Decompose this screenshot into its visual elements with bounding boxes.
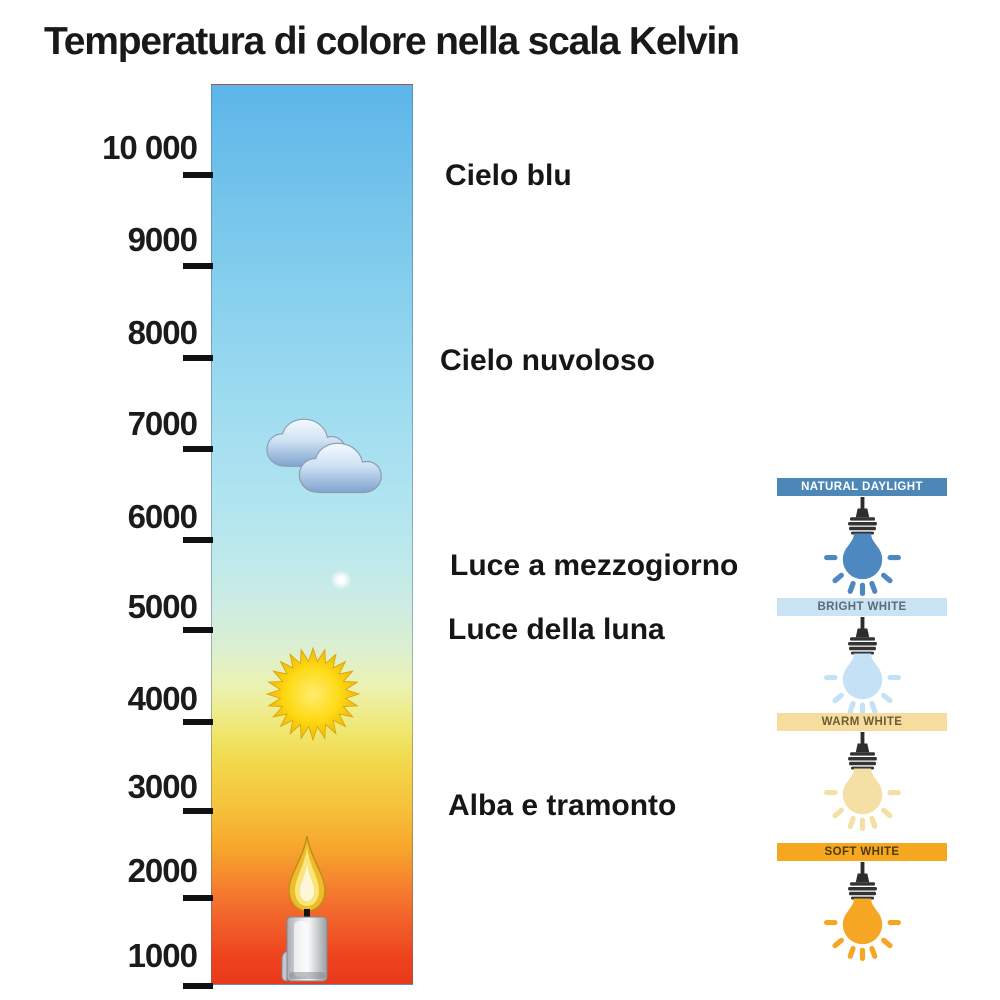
light-bulb-icon <box>823 732 901 832</box>
band-label: WARM WHITE <box>777 713 947 731</box>
scale-tick-mark <box>183 355 213 361</box>
scale-tick-label: 6000 <box>127 498 198 535</box>
bar-annotation: Luce della luna <box>448 613 665 646</box>
scale-tick-mark <box>183 172 213 178</box>
scale-tick-mark <box>183 537 213 543</box>
bar-annotation: Cielo blu <box>445 159 572 192</box>
scale-tick-label: 5000 <box>127 588 198 625</box>
bar-annotation: Alba e tramonto <box>448 789 677 822</box>
scale-tick-label: 1000 <box>127 937 198 974</box>
scale-tick-label: 3000 <box>127 768 198 805</box>
scale-tick-mark <box>183 263 213 269</box>
scale-tick-mark <box>183 983 213 989</box>
page-title: Temperatura di colore nella scala Kelvin <box>44 20 740 63</box>
candle-icon <box>281 835 328 982</box>
bulb-section-soft-white: SOFT WHITE <box>777 843 947 962</box>
scale-tick-mark <box>183 627 213 633</box>
band-label: NATURAL DAYLIGHT <box>777 478 947 496</box>
bar-annotation: Cielo nuvoloso <box>440 344 656 377</box>
scale-tick-label: 10 000 <box>102 129 198 166</box>
bulb-section-natural-daylight: NATURAL DAYLIGHT <box>777 478 947 597</box>
light-bulb-icon <box>823 617 901 717</box>
moon-icon <box>330 570 352 590</box>
bulb-section-bright-white: BRIGHT WHITE <box>777 598 947 717</box>
bar-annotation: Luce a mezzogiorno <box>450 549 739 582</box>
light-bulb-icon <box>823 862 901 962</box>
kelvin-gradient-bar <box>211 84 413 985</box>
clouds-icon <box>266 418 382 494</box>
band-label: SOFT WHITE <box>777 843 947 861</box>
scale-tick-label: 7000 <box>127 405 198 442</box>
scale-tick-mark <box>183 446 213 452</box>
light-bulb-icon <box>823 497 901 597</box>
scale-tick-mark <box>183 808 213 814</box>
scale-tick-label: 8000 <box>127 314 198 351</box>
scale-tick-mark <box>183 895 213 901</box>
sun-icon <box>265 646 361 742</box>
band-label: BRIGHT WHITE <box>777 598 947 616</box>
bulb-section-warm-white: WARM WHITE <box>777 713 947 832</box>
scale-tick-label: 9000 <box>127 221 198 258</box>
scale-tick-mark <box>183 719 213 725</box>
scale-tick-label: 4000 <box>127 680 198 717</box>
scale-tick-label: 2000 <box>127 852 198 889</box>
